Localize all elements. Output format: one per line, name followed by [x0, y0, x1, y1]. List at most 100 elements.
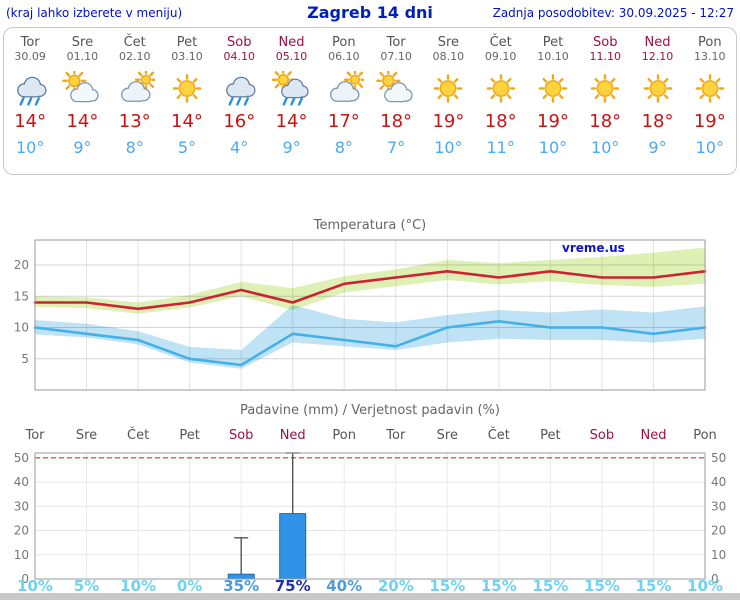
temp-min: 10° — [538, 138, 568, 157]
day-column: Ned 12.10 18° 9° — [631, 28, 683, 174]
precipitation-chart: 0 0 10 10 20 20 30 30 40 40 50 50 — [14, 451, 727, 585]
weather-icon-wrap — [10, 66, 50, 110]
day-name: Sre — [437, 35, 460, 50]
day-name: Pon — [332, 35, 356, 50]
temp-min: 10° — [591, 138, 620, 157]
day-name: Pet — [176, 35, 198, 50]
temp-max: 19° — [432, 111, 465, 132]
svg-text:30: 30 — [711, 499, 726, 513]
last-updated-text: Zadnja posodobitev: 30.09.2025 - 12:27 — [492, 6, 734, 20]
temp-max: 13° — [118, 111, 151, 132]
day-date: 30.09 — [14, 50, 46, 63]
temp-min: 10° — [434, 138, 463, 157]
temp-max: 18° — [641, 111, 674, 132]
day-column: Pon 06.10 17° 8° — [318, 28, 370, 174]
day-date: 03.10 — [171, 50, 203, 63]
temp-max: 14° — [171, 111, 203, 132]
svg-text:50: 50 — [14, 451, 29, 465]
day-date: 11.10 — [589, 50, 621, 63]
precip-day-label: Čet — [127, 428, 150, 443]
day-column: Pet 03.10 14° 5° — [161, 28, 213, 174]
page-title: Zagreb 14 dni — [307, 3, 433, 22]
day-column: Pon 13.10 19° 10° — [684, 28, 736, 174]
precip-day-label: Sre — [75, 428, 98, 443]
svg-text:10: 10 — [14, 321, 29, 335]
day-column: Tor 30.09 14° 10° — [4, 28, 56, 174]
temp-min: 9° — [648, 138, 667, 157]
day-date: 01.10 — [66, 50, 99, 63]
day-column: Sre 08.10 19° 10° — [422, 28, 474, 174]
weather-icon-wrap — [376, 66, 416, 110]
svg-text:10: 10 — [711, 548, 726, 562]
sun-icon — [486, 73, 515, 103]
day-name: Čet — [489, 35, 512, 50]
precip-day-label: Pon — [332, 428, 356, 443]
precip-probability: 0% — [176, 577, 203, 595]
svg-text:5: 5 — [21, 352, 29, 366]
day-date: 09.10 — [484, 50, 517, 63]
day-date: 07.10 — [380, 50, 412, 63]
rain-icon — [226, 76, 256, 106]
svg-text:0: 0 — [711, 572, 719, 585]
day-date: 08.10 — [432, 50, 465, 63]
day-column: Čet 09.10 18° 11° — [475, 28, 527, 174]
temperature-chart: 5 10 15 20 vreme.us — [14, 239, 707, 391]
series-tmax — [33, 269, 707, 311]
temp-max: 16° — [223, 111, 256, 132]
forecast-table: Tor 30.09 14° 10° Sre 01.10 14° 9° Čet 02.10 13° 8°… — [3, 27, 737, 175]
rain-icon — [17, 76, 47, 106]
temp-min: 4° — [230, 138, 249, 157]
day-column: Čet 02.10 13° 8° — [109, 28, 161, 174]
precip-probability: 10% — [120, 577, 157, 595]
day-date: 12.10 — [641, 50, 674, 63]
day-name: Tor — [20, 35, 40, 50]
day-date: 10.10 — [537, 50, 569, 63]
temp-max: 17° — [327, 111, 360, 132]
bottom-strip — [0, 593, 740, 600]
sun-icon — [434, 73, 463, 103]
precip-probability: 15% — [583, 577, 620, 595]
day-name: Ned — [278, 35, 305, 50]
temp-min: 8° — [334, 138, 353, 157]
day-name: Sob — [593, 35, 618, 50]
rain-sun-icon — [271, 70, 309, 106]
svg-text:40: 40 — [711, 475, 726, 489]
precip-probability: 35% — [223, 577, 260, 595]
day-date: 05.10 — [275, 50, 308, 63]
svg-text:vreme.us: vreme.us — [562, 241, 625, 255]
precip-probability: 15% — [480, 577, 517, 595]
day-column: Pet 10.10 19° 10° — [527, 28, 579, 174]
precip-day-label: Sob — [589, 428, 615, 443]
sun-icon — [643, 73, 672, 103]
weather-icon-wrap — [638, 66, 678, 110]
precip-day-label: Pet — [540, 428, 561, 443]
svg-text:30: 30 — [14, 499, 29, 513]
precip-probability: 10% — [17, 577, 53, 595]
sun-icon — [172, 73, 202, 103]
precip-probability: 40% — [326, 577, 363, 595]
temp-min: 9° — [73, 138, 92, 157]
day-name: Čet — [123, 35, 146, 50]
weather-icon-wrap — [690, 66, 730, 110]
precipitation-chart-title: Padavine (mm) / Verjetnost padavin (%) — [240, 403, 500, 418]
temp-max: 19° — [537, 111, 569, 132]
day-column: Ned 05.10 14° 9° — [265, 28, 317, 174]
day-date: 02.10 — [118, 50, 151, 63]
precip-day-label: Sob — [228, 428, 254, 443]
sun-icon — [538, 73, 568, 103]
precip-day-label: Pet — [179, 428, 200, 443]
temp-min: 9° — [282, 138, 301, 157]
precip-probability: 75% — [274, 577, 311, 595]
day-name: Tor — [386, 35, 406, 50]
precip-probability: 15% — [429, 577, 466, 595]
precip-probability: 5% — [73, 577, 100, 595]
temp-min: 11° — [486, 138, 515, 157]
temp-max: 19° — [693, 111, 726, 132]
cloudy-icon — [329, 70, 364, 102]
temp-max: 18° — [589, 111, 622, 132]
precip-day-label: Čet — [487, 428, 510, 443]
weather-icon-wrap — [533, 66, 573, 110]
day-name: Pet — [542, 35, 564, 50]
day-name: Ned — [644, 35, 671, 50]
